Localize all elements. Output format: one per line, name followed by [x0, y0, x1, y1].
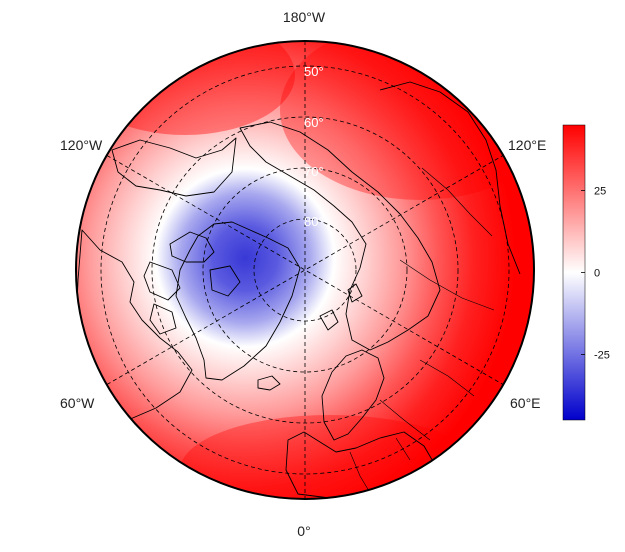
scandinavia-coast [321, 349, 385, 441]
meridian-60e-120w [106, 155, 504, 385]
graticule [100, 41, 510, 499]
iceland-coast [257, 375, 281, 391]
colorbar-tick-label: 0 [594, 268, 600, 280]
lon-label-120e: 120°E [508, 137, 546, 153]
lon-label-0: 0° [297, 523, 310, 539]
map-boundary [75, 40, 535, 500]
lat-label-70: 70° [304, 164, 324, 179]
lat-label-80: 80° [304, 214, 324, 229]
lon-label-60e: 60°E [510, 395, 541, 411]
alaska-coast [111, 137, 237, 197]
colorbar-tick-label: 25 [594, 186, 606, 198]
meridian-60w-120e [106, 155, 504, 385]
europe-coast [285, 431, 439, 499]
colorbar: 25 0 -25 [562, 124, 610, 421]
lon-label-180w: 180°W [283, 9, 326, 25]
greenland-coast [175, 221, 301, 381]
lat-label-60: 60° [304, 115, 324, 130]
temperature-field [76, 41, 534, 499]
colorbar-tick-label: -25 [594, 349, 610, 361]
lat-label-50: 50° [304, 64, 324, 79]
siberia-coast [239, 121, 441, 351]
country-borders [349, 167, 495, 497]
lon-label-120w: 120°W [60, 137, 103, 153]
archipelago-coast [143, 231, 241, 335]
lon-label-60w: 60°W [60, 395, 95, 411]
